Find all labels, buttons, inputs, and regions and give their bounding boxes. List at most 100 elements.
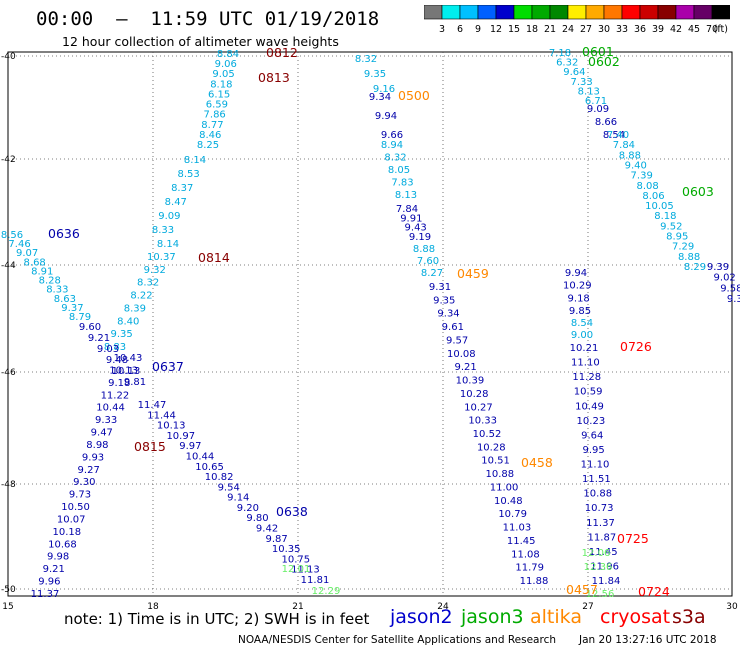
pass-time-label: 0815	[134, 439, 166, 454]
wave-height-value: 10.73	[585, 503, 614, 514]
wave-height-value: 9.61	[442, 322, 464, 333]
scale-label: 15	[508, 24, 520, 35]
wave-height-value: 9.40	[625, 160, 647, 171]
wave-height-value: 10.97	[166, 431, 195, 442]
map-title: 00:00 — 11:59 UTC 01/19/2018	[36, 8, 380, 30]
color-scale-legend: 3 6 9 12 15 18 21 24 27 30 33 36 39 42 45 70(ft)	[424, 5, 730, 35]
wave-height-value: 9.97	[179, 441, 201, 452]
wave-height-value: 10.39	[456, 376, 485, 387]
lon-label: 21	[292, 602, 303, 612]
scale-label: 24	[562, 24, 574, 35]
wave-height-value: 8.83	[104, 342, 126, 353]
wave-height-value: 8.77	[201, 120, 223, 131]
wave-height-value: 11.45	[589, 547, 618, 558]
wave-height-value: 9.47	[91, 428, 113, 439]
wave-height-value: 8.94	[381, 140, 403, 151]
legend-jason2: jason2	[390, 606, 453, 628]
pass-time-label: 0638	[276, 504, 308, 519]
wave-height-value: 8.46	[199, 130, 221, 141]
wave-height-value: 11.84	[592, 576, 621, 587]
wave-height-value: 7.46	[8, 239, 30, 250]
wave-height-value: 10.28	[460, 389, 489, 400]
scale-label: 9	[475, 24, 481, 35]
wave-height-value: 9.80	[246, 513, 268, 524]
wave-height-value: 8.37	[171, 183, 193, 194]
wave-height-value: 11.88	[520, 576, 549, 587]
wave-height-value: 11.79	[515, 563, 544, 574]
wave-height-value: 9.93	[82, 452, 104, 463]
pass-time-label: 0726	[620, 339, 652, 354]
wave-height-value: 10.82	[205, 472, 234, 483]
wave-height-value: 10.18	[53, 527, 82, 538]
wave-height-value: 8.27	[421, 268, 443, 279]
wave-height-value: 8.13	[395, 190, 417, 201]
wave-height-value: 9.48	[106, 355, 128, 366]
wave-height-value: 7.40	[607, 130, 629, 141]
wave-height-value: 10.27	[464, 402, 493, 413]
footnote: note: 1) Time is in UTC; 2) SWH is in fe…	[64, 610, 370, 628]
wave-height-value: 7.33	[570, 77, 592, 88]
pass-time-label: 0602	[588, 54, 620, 69]
wave-height-value: 9.35	[364, 69, 386, 80]
wave-height-value: 8.33	[46, 285, 68, 296]
wave-height-value: 8.98	[86, 440, 108, 451]
wave-height-value: 9.20	[237, 503, 259, 514]
wave-height-value: 11.37	[586, 518, 615, 529]
wave-height-value: 9.34	[369, 92, 391, 103]
wave-height-value: 8.54	[571, 318, 593, 329]
wave-height-value: 10.05	[645, 201, 674, 212]
wave-height-value: 8.79	[69, 312, 91, 323]
wave-height-value: 10.37	[147, 252, 176, 263]
wave-height-value: 10.50	[61, 502, 90, 513]
pass-time-label: 0601	[582, 44, 614, 59]
legend-altika: altika	[530, 606, 582, 628]
wave-height-value: 8.18	[210, 79, 232, 90]
scale-label: 18	[526, 24, 538, 35]
wave-height-value: 8.84	[217, 49, 239, 60]
scale-label: 3	[439, 24, 445, 35]
wave-height-value: 9.21	[43, 564, 65, 575]
scale-label: 30	[598, 24, 610, 35]
wave-height-value: 10.07	[57, 514, 86, 525]
wave-height-value: 12.56	[586, 589, 615, 600]
wave-height-value: 9.57	[446, 335, 468, 346]
scale-label: 45	[688, 24, 700, 35]
wave-height-value: 8.32	[137, 278, 159, 289]
wave-height-value: 8.06	[642, 191, 664, 202]
wave-height-value: 8.63	[54, 294, 76, 305]
pass-time-label: 0500	[398, 88, 430, 103]
wave-height-value: 9.98	[47, 552, 69, 563]
scale-label: 42	[670, 24, 682, 35]
wave-height-value: 8.68	[24, 257, 46, 268]
wave-height-value: 11.96	[590, 561, 619, 572]
wave-height-value: 10.49	[575, 401, 604, 412]
wave-height-value: 9.09	[158, 211, 180, 222]
plot-frame	[7, 51, 733, 597]
wave-height-value: 10.88	[583, 489, 612, 500]
wave-height-value: 9.21	[455, 362, 477, 373]
lon-label: 15	[2, 602, 13, 612]
wave-height-value: 11.44	[147, 410, 176, 421]
wave-height-value: 11.08	[511, 549, 540, 560]
wave-height-value: 7.84	[396, 204, 418, 215]
wave-height-value: 8.08	[636, 181, 658, 192]
wave-height-value: 11.10	[571, 358, 600, 369]
wave-height-value: 9.64	[563, 67, 585, 78]
wave-height-value: 10.23	[577, 416, 606, 427]
wave-height-value: 9.96	[38, 577, 60, 588]
wave-height-value: 9.73	[69, 490, 91, 501]
pass-time-label: 0725	[617, 531, 649, 546]
wave-height-value: 10.68	[48, 539, 77, 550]
wave-height-value: 8.88	[413, 244, 435, 255]
wave-height-value: 10.44	[186, 451, 215, 462]
wave-height-value: 12.06	[582, 548, 611, 559]
wave-height-value: 8.88	[619, 150, 641, 161]
wave-height-value: 9.19	[409, 232, 431, 243]
wave-height-value: 9.09	[587, 104, 609, 115]
lat-label: -48	[1, 480, 16, 490]
wave-height-value: 10.79	[498, 509, 527, 520]
wave-height-value: 10.51	[481, 456, 510, 467]
wave-height-value: 8.47	[165, 197, 187, 208]
wave-height-value: 8.33	[152, 225, 174, 236]
